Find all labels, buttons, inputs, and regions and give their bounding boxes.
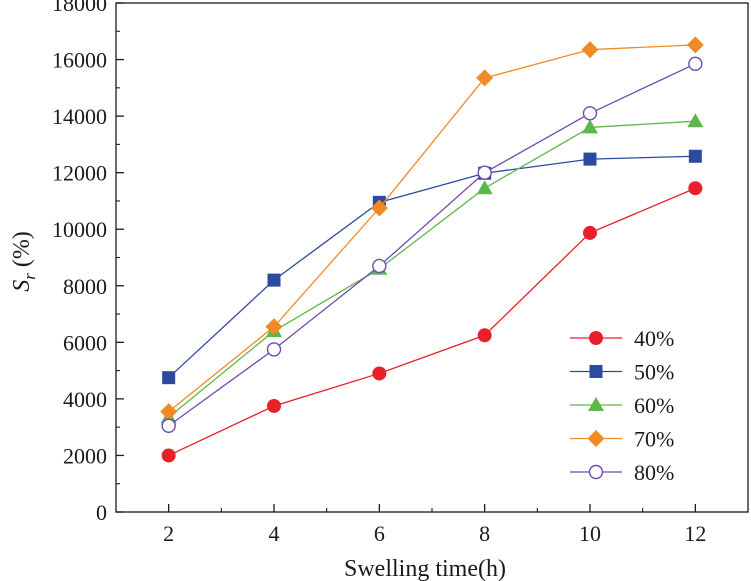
series-layer: [160, 36, 704, 463]
data-point: [477, 165, 492, 180]
data-point: [267, 398, 281, 413]
data-point: [266, 342, 282, 357]
legend-marker: [587, 430, 605, 447]
series-70%: [160, 36, 704, 421]
data-point: [688, 181, 703, 196]
x-axis-title: Swelling time(h): [344, 556, 506, 581]
legend-marker: [589, 331, 603, 345]
y-tick-label: 12000: [52, 161, 107, 186]
y-tick-label: 16000: [52, 48, 107, 73]
series-line: [168, 44, 696, 413]
y-tick-label: 6000: [63, 330, 107, 355]
legend-item: 80%: [570, 460, 674, 485]
y-tick-label: 2000: [63, 443, 107, 468]
y-tick-label: 10000: [52, 217, 107, 242]
legend-item: 40%: [570, 326, 674, 351]
y-axis-title-unit: (%): [9, 231, 35, 273]
legend-item: 60%: [570, 393, 674, 418]
data-point: [583, 152, 597, 166]
y-tick-label: 8000: [63, 274, 107, 299]
series-line: [168, 187, 696, 457]
y-tick-label: 4000: [63, 387, 107, 412]
data-point: [581, 41, 599, 59]
data-point: [582, 106, 598, 121]
data-point: [160, 403, 178, 421]
data-point: [477, 328, 492, 343]
series-line: [168, 63, 696, 427]
axes: 0 2000 4000 6000 8000 10000 12000 14000 16000 180…: [52, 0, 749, 546]
legend-label: 40%: [634, 326, 674, 351]
series-line: [168, 120, 696, 418]
x-tick-label: 10: [579, 521, 601, 546]
legend-label: 50%: [634, 360, 674, 385]
data-point: [687, 113, 704, 128]
y-axis-title-main: S: [9, 280, 35, 292]
data-point: [267, 273, 281, 287]
series-40%: [161, 181, 703, 463]
y-tick-label: 18000: [52, 0, 107, 16]
data-point: [372, 366, 387, 381]
legend-item: 50%: [570, 360, 674, 385]
x-tick-label: 2: [163, 521, 174, 546]
legend-marker: [588, 464, 604, 480]
x-tick-label: 8: [479, 521, 490, 546]
legend-label: 60%: [634, 393, 674, 418]
legend-marker: [589, 365, 603, 378]
data-point: [688, 149, 702, 163]
data-point: [686, 36, 704, 54]
series-60%: [160, 113, 704, 424]
data-point: [476, 180, 493, 195]
y-tick-label: 0: [96, 500, 107, 525]
legend-marker: [588, 397, 604, 411]
data-point: [162, 371, 176, 385]
x-tick-label: 6: [374, 521, 385, 546]
legend-item: 70%: [570, 427, 674, 452]
legend: 40% 50% 60% 70% 80%: [570, 326, 674, 485]
data-point: [370, 199, 388, 217]
data-point: [476, 69, 494, 87]
data-point: [583, 225, 597, 240]
y-axis-title-subscript: r: [20, 273, 39, 280]
y-axis-title: Sr (%): [9, 231, 39, 292]
y-tick-label: 14000: [52, 104, 107, 129]
legend-label: 80%: [634, 460, 674, 485]
data-point: [265, 318, 283, 336]
x-tick-label: 12: [684, 521, 706, 546]
data-point: [161, 448, 176, 463]
data-point: [582, 119, 598, 134]
data-point: [161, 418, 176, 433]
data-point: [372, 258, 387, 274]
legend-label: 70%: [634, 427, 674, 452]
series-50%: [162, 149, 702, 385]
x-tick-label: 4: [269, 521, 280, 546]
data-point: [688, 56, 703, 71]
series-80%: [161, 56, 703, 433]
series-line: [168, 155, 696, 379]
